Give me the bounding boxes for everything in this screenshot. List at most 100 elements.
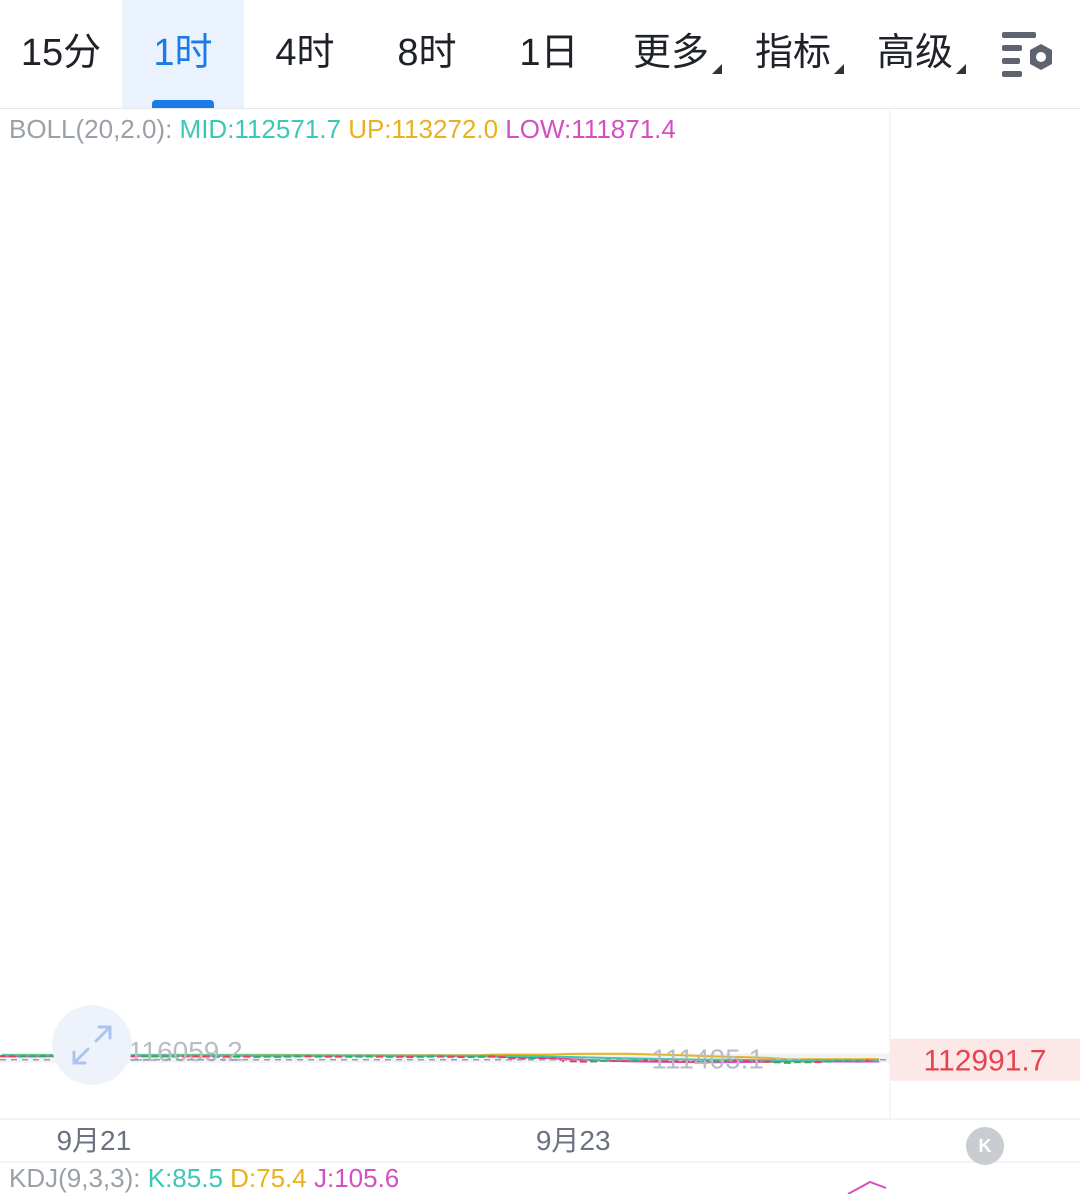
candle-body <box>804 1061 812 1064</box>
tab-1[interactable]: 1时 <box>122 0 244 108</box>
candle-body <box>335 1055 343 1058</box>
candle-body <box>488 1055 496 1058</box>
candle-body <box>783 1061 791 1064</box>
boll-mid-value: MID:112571.7 <box>179 114 341 144</box>
tab-3[interactable]: 8时 <box>366 0 488 108</box>
candle-body <box>610 1059 618 1062</box>
boll-up-value: UP:113272.0 <box>348 114 499 144</box>
boll-low-value: LOW:111871.4 <box>505 114 676 144</box>
candle-body <box>375 1055 383 1058</box>
candle-body <box>314 1055 322 1058</box>
candle-body <box>304 1055 312 1058</box>
kdj-j-value: J:105.6 <box>313 1163 400 1193</box>
candle-body <box>171 1055 179 1058</box>
candle-body <box>579 1060 587 1063</box>
kdj-d-value: D:75.4 <box>230 1163 307 1193</box>
candle-body <box>18 1055 26 1058</box>
x-tick-label: 9月23 <box>536 1125 611 1156</box>
chart-settings-icon <box>1002 32 1052 77</box>
candle-body <box>294 1055 302 1058</box>
candle-body <box>324 1055 332 1058</box>
candle-body <box>151 1055 159 1058</box>
candle-body <box>569 1060 577 1063</box>
dropdown-caret-icon <box>712 64 722 74</box>
candle-body <box>263 1055 271 1058</box>
candle-body <box>406 1056 414 1059</box>
candle-body <box>620 1059 628 1062</box>
candle-body <box>39 1055 47 1058</box>
dropdown-caret-icon <box>834 64 844 74</box>
candle-body <box>182 1055 190 1058</box>
candle-body <box>692 1060 700 1063</box>
candle-body <box>202 1055 210 1058</box>
candle-body <box>222 1055 230 1058</box>
expand-arrows-icon <box>72 1025 112 1065</box>
candle-body <box>590 1060 598 1063</box>
tab-label: 15分 <box>20 32 102 74</box>
scroll-to-latest-button[interactable]: K <box>966 1127 1004 1165</box>
last-price-label: 112991.7 <box>924 1045 1047 1078</box>
candle-body <box>345 1055 353 1058</box>
candle-body <box>671 1060 679 1063</box>
tab-4[interactable]: 1日 <box>488 0 610 108</box>
candle-body <box>467 1055 475 1058</box>
low-price-label: 111405.1 <box>651 1043 764 1074</box>
chart-settings-button[interactable] <box>998 26 1058 82</box>
tab-label: 8时 <box>397 32 457 74</box>
candle-body <box>814 1061 822 1064</box>
candle-body <box>518 1057 526 1060</box>
candle-body <box>365 1055 373 1058</box>
candle-body <box>437 1055 445 1058</box>
kdj-k-value: K:85.5 <box>147 1163 223 1193</box>
candle-body <box>8 1055 16 1058</box>
boll-name: BOLL(20,2.0): <box>9 114 173 144</box>
candle-body <box>508 1057 516 1060</box>
candle-body <box>824 1060 832 1063</box>
candle-body <box>0 1055 6 1058</box>
tab-7[interactable]: 高级 <box>854 0 976 108</box>
candle-body <box>498 1056 506 1059</box>
candlestick-chart[interactable]: 1165001160001155001150001145001140001135… <box>0 110 1080 1194</box>
candle-body <box>447 1055 455 1058</box>
candle-body <box>212 1055 220 1058</box>
tab-2[interactable]: 4时 <box>244 0 366 108</box>
candle-body <box>732 1059 740 1062</box>
candle-body <box>549 1057 557 1060</box>
kdj-indicator-header: KDJ(9,3,3): K:85.5 D:75.4 J:105.6 <box>9 1163 399 1194</box>
candle-body <box>865 1059 873 1062</box>
candle-body <box>426 1055 434 1058</box>
timeframe-tab-bar: 15分 1时 4时 8时 1日 更多 指标 高级 <box>0 0 1080 109</box>
candle-body <box>29 1055 37 1058</box>
candle-body <box>284 1055 292 1058</box>
candle-body <box>192 1055 200 1058</box>
candle-body <box>661 1060 669 1063</box>
x-tick-label: 9月21 <box>56 1125 131 1156</box>
candle-body <box>386 1055 394 1058</box>
candle-body <box>477 1055 485 1058</box>
fullscreen-button[interactable] <box>52 1005 132 1085</box>
candle-body <box>855 1059 863 1062</box>
candle-body <box>253 1055 261 1058</box>
scroll-latest-icon: K <box>978 1136 992 1156</box>
candle-body <box>753 1060 761 1063</box>
candle-body <box>702 1060 710 1063</box>
candle-body <box>630 1059 638 1062</box>
candle-body <box>794 1061 802 1064</box>
dropdown-caret-icon <box>956 64 966 74</box>
candle-body <box>396 1055 404 1058</box>
high-price-label: 116059.2 <box>128 1036 243 1067</box>
tab-5[interactable]: 更多 <box>610 0 732 108</box>
candle-body <box>722 1060 730 1063</box>
candle-body <box>355 1055 363 1058</box>
tab-0[interactable]: 15分 <box>0 0 122 108</box>
candle-body <box>273 1055 281 1058</box>
kdj-name: KDJ(9,3,3): <box>9 1163 141 1193</box>
tab-6[interactable]: 指标 <box>732 0 854 108</box>
candle-body <box>681 1060 689 1063</box>
last-price-tag <box>890 1038 1080 1081</box>
tab-label: 高级 <box>876 32 953 74</box>
candle-body <box>600 1059 608 1062</box>
candle-body <box>161 1055 169 1058</box>
candle-body <box>712 1060 720 1063</box>
tab-label: 4时 <box>275 32 335 74</box>
